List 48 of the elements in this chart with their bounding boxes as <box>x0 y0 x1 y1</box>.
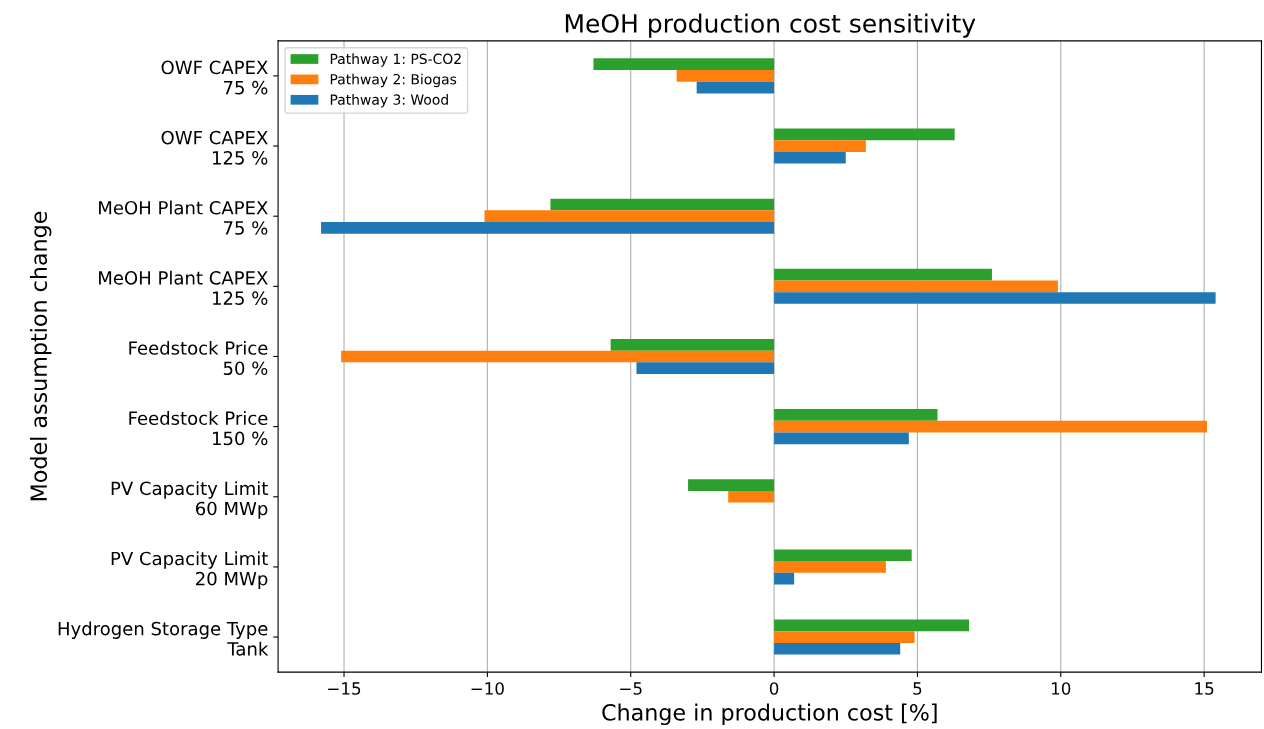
x-tick-label: 15 <box>1195 682 1214 695</box>
bar <box>610 338 775 351</box>
y-tick-label: PV Capacity Limit 20 MWp <box>111 551 268 590</box>
bar <box>774 128 955 141</box>
y-tick-label: Feedstock Price 150 % <box>129 411 268 446</box>
y-tick-label: Hydrogen Storage Type Tank <box>58 621 269 656</box>
bar <box>774 151 846 164</box>
legend-label: Pathway 3: Wood <box>330 94 448 108</box>
bar <box>774 140 866 152</box>
bar <box>774 280 1058 293</box>
x-tick-label: −15 <box>328 682 361 695</box>
bar <box>774 409 938 421</box>
y-tick-label: Feedstock Price 50 % <box>129 340 268 376</box>
bar <box>696 81 775 94</box>
y-axis-title: Model assumption change <box>29 211 52 501</box>
y-tick-label: MeOH Plant CAPEX 125 % <box>99 270 268 305</box>
bar <box>728 490 775 503</box>
bar <box>688 479 775 491</box>
y-tick-label: PV Capacity Limit 60 MWp <box>111 481 268 519</box>
bar <box>484 210 775 223</box>
bar <box>774 631 915 643</box>
chart-title: MeOH production cost sensitivity <box>565 13 976 38</box>
bar <box>593 58 775 71</box>
bar <box>550 198 775 211</box>
bar <box>774 572 795 585</box>
bar <box>676 70 775 82</box>
bar <box>341 350 775 363</box>
x-tick-label: −10 <box>471 682 504 695</box>
bar <box>636 362 775 375</box>
x-tick-label: 5 <box>913 682 922 695</box>
bar <box>774 432 909 445</box>
bar <box>774 549 912 562</box>
legend-label: Pathway 2: Biogas <box>330 73 457 88</box>
bar <box>774 420 1207 433</box>
x-axis-title: Change in production cost [%] <box>602 703 937 726</box>
y-tick-label: MeOH Plant CAPEX 75 % <box>99 200 268 235</box>
bar <box>774 619 970 632</box>
x-tick-label: 10 <box>1052 682 1071 695</box>
y-tick-label: OWF CAPEX 75 % <box>161 60 268 95</box>
y-tick-label: OWF CAPEX 125 % <box>161 130 268 165</box>
bar <box>774 561 886 573</box>
bar <box>774 268 992 281</box>
legend-label: Pathway 1: PS-CO2 <box>330 53 461 67</box>
bar <box>321 222 775 234</box>
bar <box>774 292 1216 304</box>
bar <box>774 642 901 655</box>
x-tick-label: −5 <box>620 682 642 695</box>
x-tick-label: 0 <box>769 682 779 695</box>
